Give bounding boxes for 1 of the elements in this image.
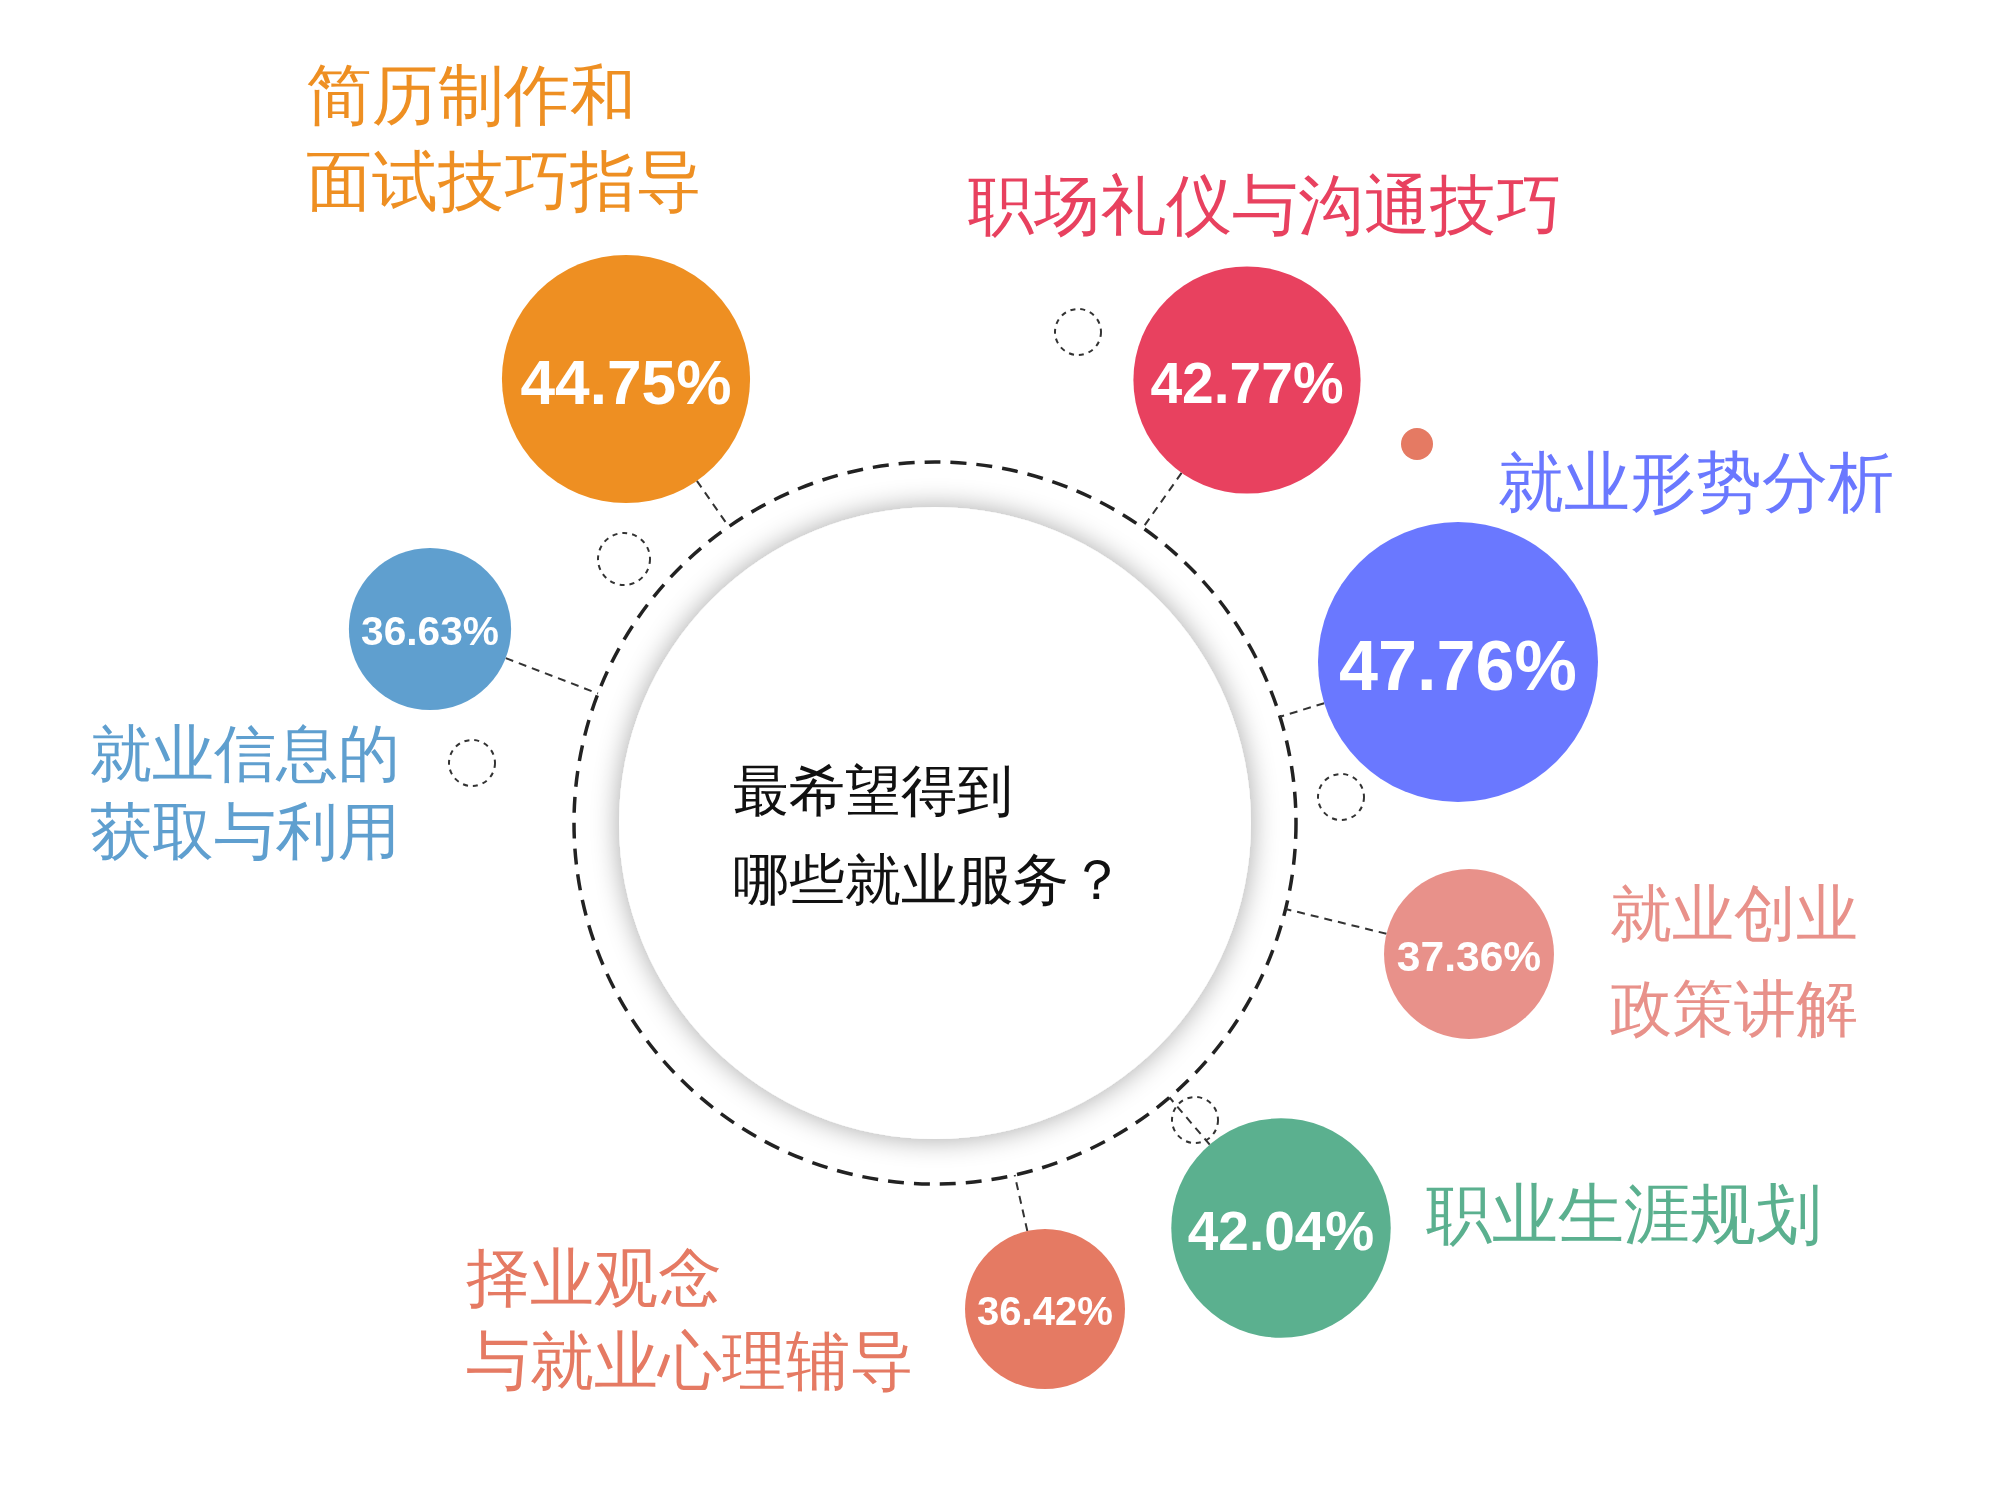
text: 最希望得到哪些就业服务？: [733, 758, 1125, 912]
